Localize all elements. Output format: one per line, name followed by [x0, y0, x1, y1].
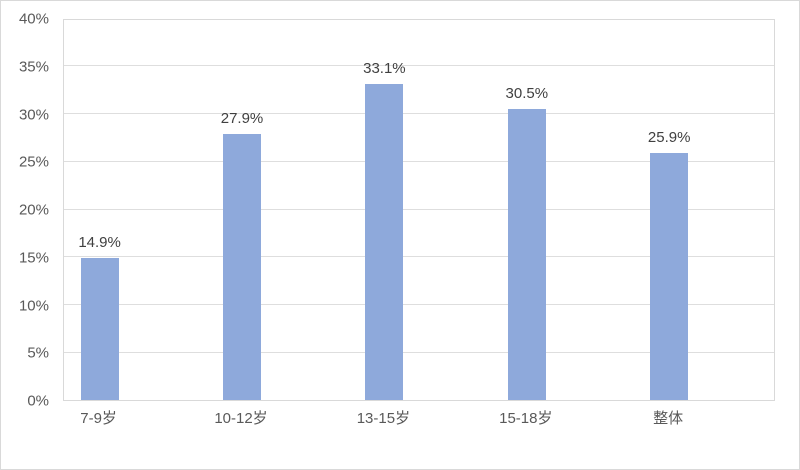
y-tick-label: 25%	[18, 153, 49, 171]
y-tick-label: 0%	[27, 392, 49, 410]
data-label: 33.1%	[363, 59, 406, 77]
y-tick-label: 35%	[18, 58, 49, 76]
data-label: 27.9%	[220, 109, 264, 127]
y-tick-label: 40%	[18, 10, 49, 28]
bar-10-12岁	[223, 133, 261, 400]
gridline	[64, 304, 774, 305]
data-label: 14.9%	[78, 233, 121, 251]
data-label: 25.9%	[647, 128, 691, 146]
plot-area: 14.9% 27.9% 33.1% 30.5% 25.9%	[63, 19, 775, 401]
gridline	[64, 160, 774, 162]
x-tick-label: 13-15岁	[356, 410, 411, 427]
x-tick-label: 7-9岁	[80, 410, 117, 427]
bar-整体	[650, 152, 689, 400]
data-label: 30.5%	[505, 84, 549, 102]
x-tick-label: 15-18岁	[499, 410, 553, 427]
x-tick-label: 10-12岁	[214, 410, 268, 427]
x-tick-label: 整体	[653, 410, 684, 427]
bar-7-9岁	[80, 257, 119, 400]
y-tick-label: 30%	[18, 106, 49, 123]
bar-13-15岁	[365, 83, 404, 400]
y-tick-label: 10%	[18, 297, 49, 314]
y-tick-label: 5%	[27, 344, 49, 362]
y-tick-label: 15%	[18, 249, 49, 267]
gridline	[64, 256, 774, 258]
gridline	[64, 208, 774, 210]
gridline	[64, 65, 774, 67]
gridline	[64, 351, 774, 353]
gridline	[64, 113, 774, 114]
y-tick-label: 20%	[18, 201, 49, 219]
bar-15-18岁	[507, 108, 546, 400]
